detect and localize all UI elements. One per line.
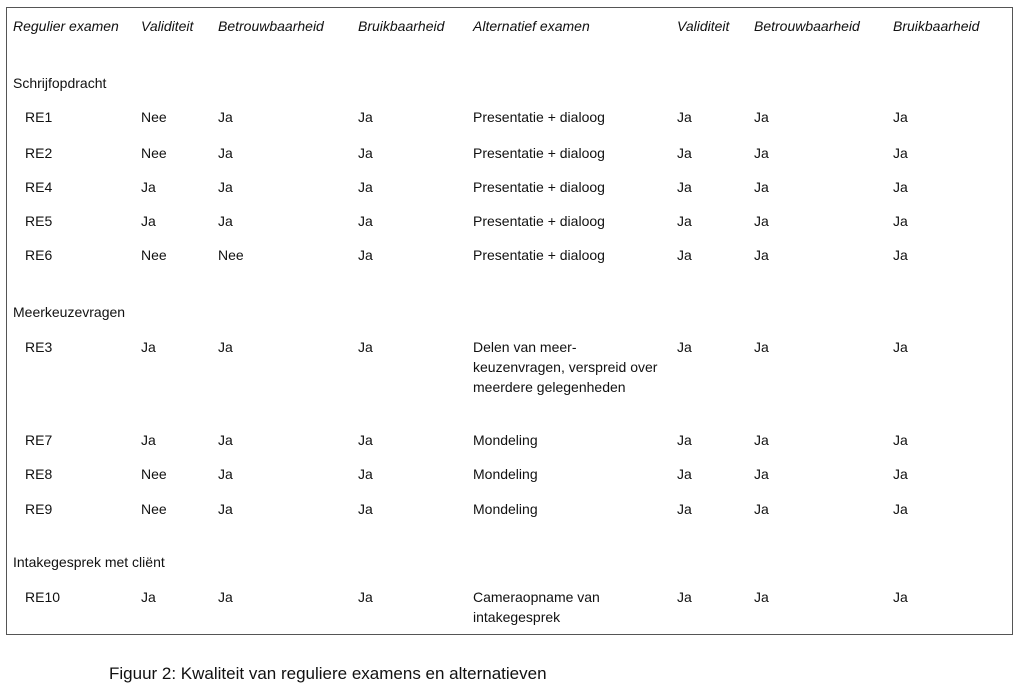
row-exam-label: RE6	[25, 247, 53, 263]
table-frame	[6, 7, 1013, 635]
row-value-av: Ja	[677, 179, 692, 195]
row-value-ab: Ja	[754, 589, 769, 605]
row-value-av: Ja	[677, 432, 692, 448]
section-title: Intakegesprek met cliënt	[13, 554, 165, 570]
row-value-b: Ja	[218, 432, 233, 448]
row-value-au: Ja	[893, 109, 908, 125]
row-value-u: Ja	[358, 501, 373, 517]
row-value-ab: Ja	[754, 432, 769, 448]
row-value-u: Ja	[358, 247, 373, 263]
section-title: Meerkeuzevragen	[13, 304, 126, 320]
row-value-av: Ja	[677, 109, 692, 125]
row-exam-label: RE9	[25, 501, 53, 517]
row-alternative: Presentatie + dialoog	[473, 145, 605, 161]
row-alternative: Presentatie + dialoog	[473, 213, 605, 229]
row-value-b: Nee	[218, 247, 244, 263]
row-value-av: Ja	[677, 247, 692, 263]
row-value-u: Ja	[358, 589, 373, 605]
row-value-av: Ja	[677, 339, 692, 355]
row-value-v: Nee	[141, 466, 167, 482]
row-value-ab: Ja	[754, 179, 769, 195]
row-value-b: Ja	[218, 213, 233, 229]
header-regulier-examen: Regulier examen	[13, 18, 119, 34]
row-value-v: Ja	[141, 339, 156, 355]
row-exam-label: RE1	[25, 109, 53, 125]
row-value-au: Ja	[893, 339, 908, 355]
row-alternative: Presentatie + dialoog	[473, 179, 605, 195]
row-value-ab: Ja	[754, 466, 769, 482]
row-value-av: Ja	[677, 466, 692, 482]
row-value-u: Ja	[358, 213, 373, 229]
row-value-v: Nee	[141, 247, 167, 263]
row-value-b: Ja	[218, 339, 233, 355]
row-value-au: Ja	[893, 247, 908, 263]
row-alternative: Cameraopname van intakegesprek	[473, 589, 600, 625]
row-exam-label: RE4	[25, 179, 53, 195]
row-value-au: Ja	[893, 501, 908, 517]
header-alt-validiteit: Validiteit	[677, 18, 730, 34]
row-value-b: Ja	[218, 466, 233, 482]
row-value-au: Ja	[893, 589, 908, 605]
row-exam-label: RE8	[25, 466, 53, 482]
row-value-ab: Ja	[754, 109, 769, 125]
row-value-v: Ja	[141, 179, 156, 195]
row-value-ab: Ja	[754, 339, 769, 355]
row-value-u: Ja	[358, 145, 373, 161]
row-value-av: Ja	[677, 145, 692, 161]
row-value-v: Ja	[141, 589, 156, 605]
row-alternative: Presentatie + dialoog	[473, 109, 605, 125]
row-value-au: Ja	[893, 145, 908, 161]
row-value-ab: Ja	[754, 247, 769, 263]
row-value-u: Ja	[358, 432, 373, 448]
row-value-u: Ja	[358, 109, 373, 125]
header-betrouwbaarheid: Betrouwbaarheid	[218, 18, 324, 34]
header-alt-bruikbaarheid: Bruikbaarheid	[893, 18, 980, 34]
row-value-b: Ja	[218, 589, 233, 605]
row-value-au: Ja	[893, 432, 908, 448]
row-value-av: Ja	[677, 589, 692, 605]
row-alternative: Mondeling	[473, 501, 538, 517]
row-alternative: Mondeling	[473, 466, 538, 482]
row-value-av: Ja	[677, 501, 692, 517]
header-bruikbaarheid: Bruikbaarheid	[358, 18, 445, 34]
header-alternatief-examen: Alternatief examen	[473, 18, 590, 34]
row-value-ab: Ja	[754, 213, 769, 229]
row-value-u: Ja	[358, 339, 373, 355]
row-exam-label: RE7	[25, 432, 53, 448]
header-alt-betrouwbaarheid: Betrouwbaarheid	[754, 18, 860, 34]
row-value-au: Ja	[893, 213, 908, 229]
row-value-v: Ja	[141, 432, 156, 448]
row-alternative: Delen van meer-keuzenvragen, verspreid o…	[473, 339, 658, 395]
row-exam-label: RE10	[25, 589, 61, 605]
row-alternative: Presentatie + dialoog	[473, 247, 605, 263]
row-value-u: Ja	[358, 466, 373, 482]
row-value-au: Ja	[893, 179, 908, 195]
figure-caption: Figuur 2: Kwaliteit van reguliere examen…	[109, 664, 547, 683]
row-value-au: Ja	[893, 466, 908, 482]
row-value-v: Nee	[141, 145, 167, 161]
row-value-ab: Ja	[754, 501, 769, 517]
row-value-u: Ja	[358, 179, 373, 195]
row-value-b: Ja	[218, 501, 233, 517]
row-value-v: Nee	[141, 501, 167, 517]
section-title: Schrijfopdracht	[13, 75, 107, 91]
row-exam-label: RE5	[25, 213, 53, 229]
row-value-b: Ja	[218, 109, 233, 125]
row-value-ab: Ja	[754, 145, 769, 161]
row-value-v: Ja	[141, 213, 156, 229]
row-value-b: Ja	[218, 179, 233, 195]
row-value-v: Nee	[141, 109, 167, 125]
row-value-av: Ja	[677, 213, 692, 229]
header-validiteit: Validiteit	[141, 18, 194, 34]
row-value-b: Ja	[218, 145, 233, 161]
row-exam-label: RE3	[25, 339, 53, 355]
row-exam-label: RE2	[25, 145, 53, 161]
row-alternative: Mondeling	[473, 432, 538, 448]
